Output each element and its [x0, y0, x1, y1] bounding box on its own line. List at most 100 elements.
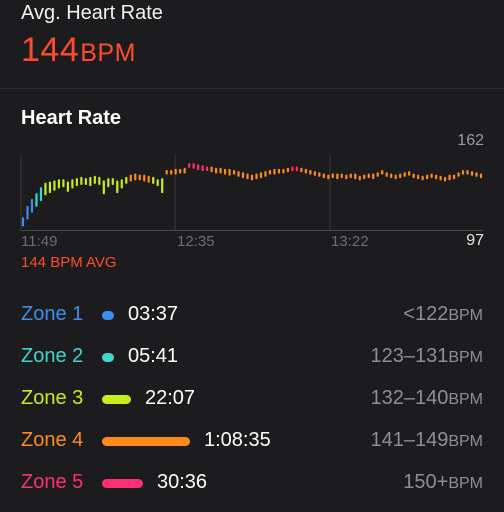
chart-bar — [98, 176, 101, 185]
chart-bar — [448, 174, 451, 181]
chart-bar — [232, 170, 236, 175]
zone-row: Zone 1 03:37 <122BPM — [0, 301, 504, 341]
chart-bar — [39, 187, 43, 202]
zone-duration-bar — [102, 479, 143, 488]
chart-bar — [399, 173, 402, 179]
chart-bar — [412, 173, 415, 179]
avg-value-number: 144 — [21, 31, 80, 69]
chart-bar — [376, 172, 379, 177]
chart-bar — [331, 173, 334, 179]
chart-bar — [21, 217, 25, 227]
chart-bar — [358, 175, 361, 181]
zone-range-value: 123–131 — [370, 345, 449, 367]
chart-bar — [385, 172, 388, 177]
chart-bar — [421, 175, 424, 181]
chart-bar — [66, 181, 69, 192]
chart-bar — [188, 163, 191, 168]
chart-bar — [372, 173, 375, 180]
chart-bar — [125, 176, 128, 184]
chart-bar — [165, 170, 168, 175]
chart-bar — [89, 176, 92, 187]
chart-bar — [403, 172, 406, 177]
chart-bar — [291, 166, 294, 172]
zone-name: Zone 2 — [21, 345, 84, 367]
chart-bar — [466, 170, 469, 175]
chart-bar — [134, 173, 137, 181]
chart-x-label-end: 13:22 — [331, 233, 369, 250]
chart-y-max-label: 162 — [457, 132, 484, 149]
zone-range-value: 132–140 — [370, 387, 449, 409]
chart-bar — [192, 163, 195, 169]
chart-bar — [318, 172, 321, 177]
chart-bar — [322, 173, 325, 179]
chart-bar — [26, 205, 29, 220]
zone-time: 22:07 — [145, 387, 196, 409]
chart-bar — [53, 180, 56, 191]
chart-bar — [443, 176, 447, 182]
chart-bar — [147, 175, 150, 183]
zone-name: Zone 5 — [21, 471, 84, 493]
chart-bar — [295, 166, 298, 172]
chart-bar — [313, 171, 316, 176]
zone-row: Zone 2 05:41 123–131BPM — [0, 343, 504, 383]
chart-bar — [48, 181, 52, 194]
chart-bar — [219, 167, 222, 174]
chart-bar — [183, 167, 186, 174]
chart-bar — [223, 168, 227, 175]
chart-bar — [44, 182, 47, 196]
chart-bar — [273, 168, 276, 175]
chart-bar — [143, 174, 146, 182]
chart-bar — [417, 174, 420, 180]
chart-bar — [470, 171, 474, 176]
chart-bar — [452, 174, 456, 180]
chart-bar — [107, 178, 110, 188]
zone-range-value: <122 — [403, 303, 449, 325]
zone-name: Zone 4 — [21, 429, 84, 451]
chart-bar — [309, 170, 312, 175]
chart-bar — [268, 170, 272, 175]
chart-bar — [161, 178, 164, 194]
chart-bar — [210, 166, 213, 173]
chart-bar — [250, 174, 254, 181]
chart-bar — [426, 174, 429, 180]
zone-duration-bar — [102, 311, 114, 320]
section-divider — [0, 88, 504, 89]
zone-range-unit: BPM — [448, 433, 483, 450]
zone-row: Zone 5 30:36 150+BPM — [0, 469, 504, 509]
chart-bar — [390, 173, 393, 179]
chart-bar — [35, 193, 38, 207]
zone-name: Zone 3 — [21, 387, 84, 409]
chart-bar — [228, 168, 231, 176]
chart-bar — [363, 174, 366, 180]
chart-bar — [246, 173, 249, 180]
chart-bar — [354, 173, 357, 180]
chart-bar — [116, 180, 119, 194]
chart-bar — [129, 174, 132, 182]
chart-bar — [62, 179, 65, 188]
chart-bar — [214, 167, 218, 174]
chart-bar — [435, 174, 438, 180]
chart-x-label-mid: 12:35 — [177, 233, 215, 250]
zone-range-unit: BPM — [448, 475, 483, 492]
zone-row: Zone 3 22:07 132–140BPM — [0, 385, 504, 425]
chart-bar — [57, 179, 61, 189]
chart-bar — [349, 173, 352, 179]
chart-bar — [264, 171, 267, 177]
chart-bar — [457, 172, 460, 177]
chart-bar — [367, 173, 370, 179]
zone-range-value: 150+ — [403, 471, 449, 493]
chart-bar — [255, 173, 258, 180]
chart-bar — [461, 170, 465, 175]
chart-bar — [111, 178, 114, 185]
chart-bar — [84, 178, 87, 185]
chart-bar — [102, 180, 105, 195]
zone-time: 03:37 — [128, 303, 179, 325]
chart-bar — [345, 174, 348, 180]
chart-bar — [201, 165, 204, 172]
chart-bar — [71, 179, 74, 189]
zone-duration-bar — [102, 353, 114, 362]
avg-bpm-text: 144 BPM AVG — [21, 254, 117, 271]
chart-bar — [381, 170, 384, 175]
chart-bar — [174, 168, 177, 175]
zone-row: Zone 4 1:08:35 141–149BPM — [0, 427, 504, 467]
